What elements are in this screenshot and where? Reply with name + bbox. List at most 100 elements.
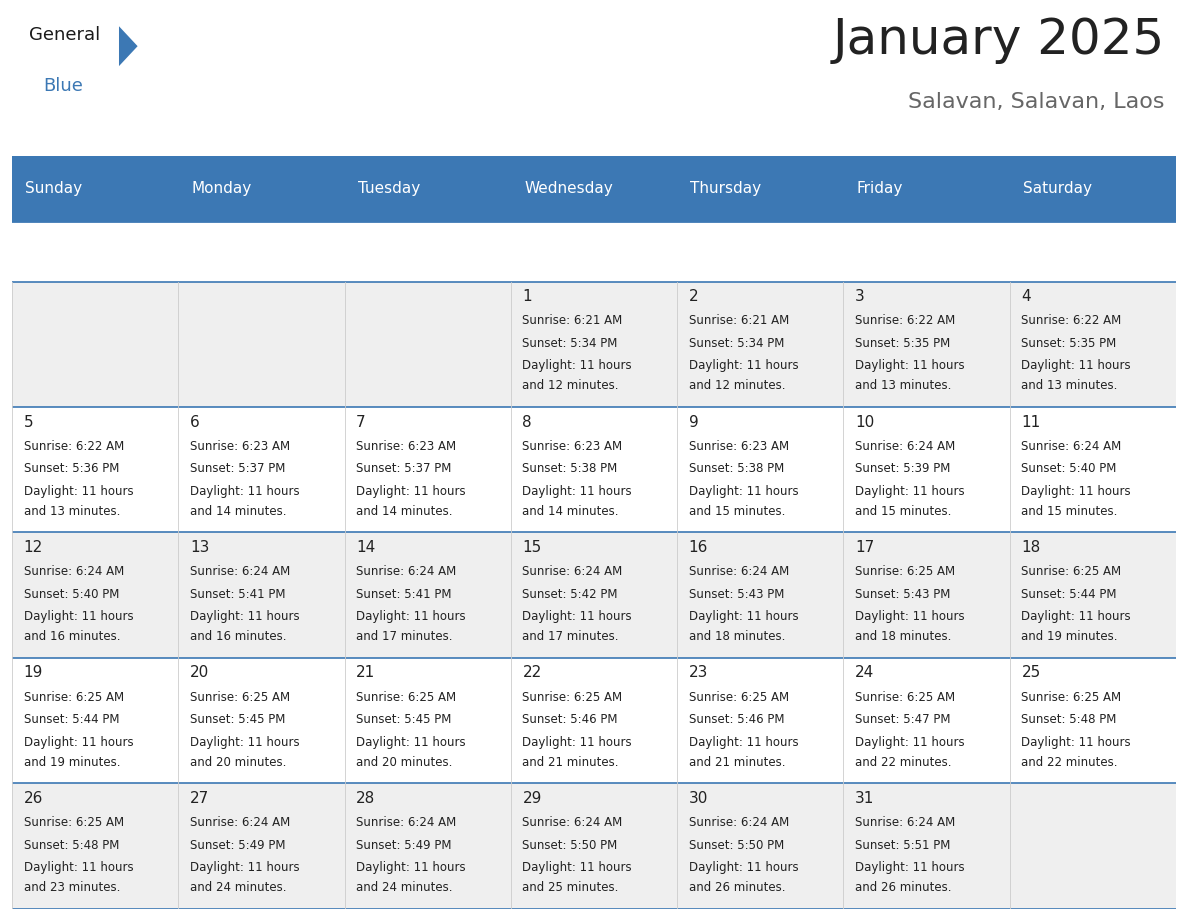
Bar: [843, 658, 1010, 783]
Bar: [677, 532, 843, 658]
Text: 8: 8: [523, 415, 532, 430]
Text: Daylight: 11 hours: Daylight: 11 hours: [24, 735, 133, 749]
Text: Daylight: 11 hours: Daylight: 11 hours: [523, 485, 632, 498]
Bar: [1010, 658, 1176, 783]
Text: Daylight: 11 hours: Daylight: 11 hours: [190, 610, 299, 623]
Text: Daylight: 11 hours: Daylight: 11 hours: [523, 610, 632, 623]
Bar: [178, 532, 345, 658]
Text: Sunrise: 6:24 AM: Sunrise: 6:24 AM: [855, 440, 955, 453]
Text: and 14 minutes.: and 14 minutes.: [523, 505, 619, 518]
Bar: [345, 407, 511, 532]
Text: and 24 minutes.: and 24 minutes.: [190, 881, 286, 894]
Text: Sunset: 5:38 PM: Sunset: 5:38 PM: [689, 462, 784, 476]
Text: Sunrise: 6:24 AM: Sunrise: 6:24 AM: [1022, 440, 1121, 453]
Text: Daylight: 11 hours: Daylight: 11 hours: [190, 861, 299, 874]
Text: 10: 10: [855, 415, 874, 430]
Text: Sunrise: 6:25 AM: Sunrise: 6:25 AM: [1022, 565, 1121, 578]
Text: Sunset: 5:34 PM: Sunset: 5:34 PM: [523, 337, 618, 350]
Text: Daylight: 11 hours: Daylight: 11 hours: [24, 610, 133, 623]
Text: 29: 29: [523, 791, 542, 806]
Text: and 14 minutes.: and 14 minutes.: [190, 505, 286, 518]
Text: Sunrise: 6:22 AM: Sunrise: 6:22 AM: [24, 440, 124, 453]
Text: Sunset: 5:50 PM: Sunset: 5:50 PM: [523, 838, 618, 852]
Text: 19: 19: [24, 666, 43, 680]
Text: General: General: [30, 27, 101, 44]
Text: and 12 minutes.: and 12 minutes.: [689, 379, 785, 392]
Text: Daylight: 11 hours: Daylight: 11 hours: [855, 610, 965, 623]
Bar: [511, 407, 677, 532]
Text: Daylight: 11 hours: Daylight: 11 hours: [356, 610, 466, 623]
Text: and 20 minutes.: and 20 minutes.: [356, 756, 453, 768]
Text: Sunrise: 6:25 AM: Sunrise: 6:25 AM: [24, 690, 124, 703]
Text: Sunrise: 6:25 AM: Sunrise: 6:25 AM: [855, 690, 955, 703]
Text: Sunrise: 6:21 AM: Sunrise: 6:21 AM: [689, 314, 789, 327]
Text: Sunrise: 6:24 AM: Sunrise: 6:24 AM: [24, 565, 124, 578]
Text: Salavan, Salavan, Laos: Salavan, Salavan, Laos: [908, 92, 1164, 112]
Text: Daylight: 11 hours: Daylight: 11 hours: [24, 861, 133, 874]
Bar: [1010, 407, 1176, 532]
Text: 12: 12: [24, 540, 43, 555]
Text: Sunset: 5:38 PM: Sunset: 5:38 PM: [523, 462, 618, 476]
Bar: [178, 282, 345, 407]
Text: and 16 minutes.: and 16 minutes.: [24, 631, 120, 644]
Text: and 14 minutes.: and 14 minutes.: [356, 505, 453, 518]
Text: Sunrise: 6:24 AM: Sunrise: 6:24 AM: [523, 816, 623, 829]
Text: Sunset: 5:43 PM: Sunset: 5:43 PM: [855, 588, 950, 600]
Text: Sunrise: 6:22 AM: Sunrise: 6:22 AM: [1022, 314, 1121, 327]
Bar: [178, 407, 345, 532]
Bar: [511, 282, 677, 407]
Text: Sunrise: 6:24 AM: Sunrise: 6:24 AM: [689, 816, 789, 829]
Text: and 26 minutes.: and 26 minutes.: [855, 881, 952, 894]
Text: Sunrise: 6:25 AM: Sunrise: 6:25 AM: [523, 690, 623, 703]
Text: Daylight: 11 hours: Daylight: 11 hours: [689, 735, 798, 749]
Bar: [1010, 783, 1176, 909]
Text: Sunset: 5:37 PM: Sunset: 5:37 PM: [356, 462, 451, 476]
Text: and 25 minutes.: and 25 minutes.: [523, 881, 619, 894]
Text: and 18 minutes.: and 18 minutes.: [689, 631, 785, 644]
Text: 26: 26: [24, 791, 43, 806]
Text: Sunset: 5:41 PM: Sunset: 5:41 PM: [190, 588, 285, 600]
Text: Sunrise: 6:22 AM: Sunrise: 6:22 AM: [855, 314, 955, 327]
Text: Sunrise: 6:24 AM: Sunrise: 6:24 AM: [689, 565, 789, 578]
Text: 2: 2: [689, 289, 699, 304]
Text: and 22 minutes.: and 22 minutes.: [1022, 756, 1118, 768]
Text: Blue: Blue: [43, 77, 83, 95]
Text: January 2025: January 2025: [833, 17, 1164, 64]
Bar: [12, 783, 178, 909]
Text: 7: 7: [356, 415, 366, 430]
Text: Daylight: 11 hours: Daylight: 11 hours: [356, 861, 466, 874]
Text: Sunset: 5:42 PM: Sunset: 5:42 PM: [523, 588, 618, 600]
Bar: [12, 407, 178, 532]
Text: 5: 5: [24, 415, 33, 430]
Text: Sunset: 5:51 PM: Sunset: 5:51 PM: [855, 838, 950, 852]
Text: 20: 20: [190, 666, 209, 680]
Text: Daylight: 11 hours: Daylight: 11 hours: [523, 735, 632, 749]
Text: Daylight: 11 hours: Daylight: 11 hours: [190, 735, 299, 749]
Text: Sunrise: 6:23 AM: Sunrise: 6:23 AM: [523, 440, 623, 453]
Text: Thursday: Thursday: [690, 181, 762, 196]
Text: and 16 minutes.: and 16 minutes.: [190, 631, 286, 644]
Text: Sunrise: 6:25 AM: Sunrise: 6:25 AM: [855, 565, 955, 578]
Bar: [511, 658, 677, 783]
Bar: [843, 783, 1010, 909]
Text: Sunset: 5:48 PM: Sunset: 5:48 PM: [24, 838, 119, 852]
Text: Sunset: 5:45 PM: Sunset: 5:45 PM: [190, 713, 285, 726]
Bar: [12, 532, 178, 658]
Text: Sunset: 5:37 PM: Sunset: 5:37 PM: [190, 462, 285, 476]
Bar: [677, 156, 843, 221]
Text: 3: 3: [855, 289, 865, 304]
Text: and 19 minutes.: and 19 minutes.: [24, 756, 120, 768]
Bar: [12, 658, 178, 783]
Text: Sunrise: 6:24 AM: Sunrise: 6:24 AM: [190, 816, 290, 829]
Text: 22: 22: [523, 666, 542, 680]
Text: 1: 1: [523, 289, 532, 304]
Text: Daylight: 11 hours: Daylight: 11 hours: [1022, 610, 1131, 623]
Text: Sunset: 5:36 PM: Sunset: 5:36 PM: [24, 462, 119, 476]
Text: Sunrise: 6:24 AM: Sunrise: 6:24 AM: [855, 816, 955, 829]
Text: 14: 14: [356, 540, 375, 555]
Text: Daylight: 11 hours: Daylight: 11 hours: [1022, 359, 1131, 373]
Text: 27: 27: [190, 791, 209, 806]
Bar: [345, 282, 511, 407]
Text: Daylight: 11 hours: Daylight: 11 hours: [855, 359, 965, 373]
Text: Sunrise: 6:25 AM: Sunrise: 6:25 AM: [24, 816, 124, 829]
